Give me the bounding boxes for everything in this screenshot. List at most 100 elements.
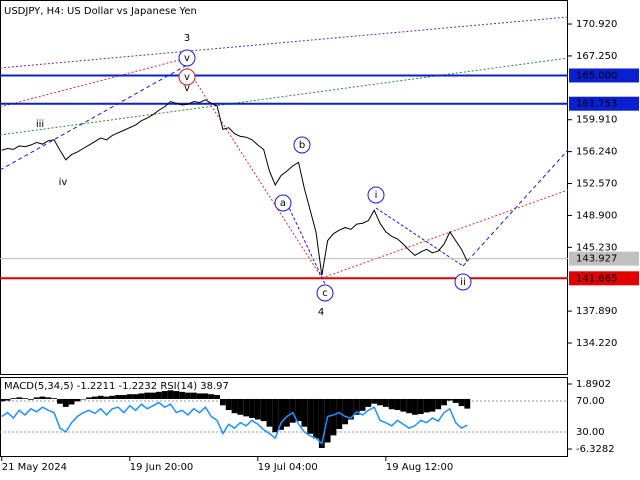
macd-bar [109,395,116,399]
macd-bar [150,392,156,399]
macd-bar [161,391,168,399]
macd-bar [377,398,383,406]
y-tick-label: 137.890 [576,306,617,317]
macd-bar [179,391,186,399]
macd-bar [225,398,232,411]
trend-lines [0,16,569,285]
y-tick-label: 145.230 [576,242,617,253]
macd-bar [318,398,325,449]
wave-label: b [299,140,305,151]
wave-circle [367,186,385,204]
chart-title: USDJPY, H4: US Dollar vs Japanese Yen [4,6,197,17]
macd-bar [278,398,284,430]
macd-bar [167,390,174,399]
wave-label: ii [460,277,466,288]
wave-circle [316,284,334,302]
macd-bar [254,398,261,420]
macd-bar [324,398,331,443]
macd-bar [91,396,98,399]
y-tick-label: -6.3282 [576,444,615,455]
macd-bar [0,398,5,402]
trend-line [0,57,188,108]
wave-circle [274,194,292,212]
wave-label: 3 [184,33,190,44]
macd-bar [208,394,215,399]
macd-bar [272,398,279,433]
macd-bar [394,398,401,411]
level-label: 165.000 [576,70,617,81]
level-label: 141.665 [576,273,617,284]
macd-bar [400,398,407,412]
wave-label: v [184,83,190,94]
x-tick-label: 21 May 2024 [2,462,67,473]
wave-label: iii [36,119,44,130]
macd-bar [284,398,290,427]
trend-line [0,16,569,69]
wave-circle [293,136,311,154]
macd-bar [62,398,69,407]
macd-bar [260,398,267,422]
y-tick-label: 167.250 [576,51,617,62]
wave-label: v [184,72,190,83]
macd-bar [406,398,413,414]
wave-line [375,207,464,267]
level-label: 143.927 [576,254,617,265]
rsi-line [1,401,468,446]
y-tick-label: 159.910 [576,115,617,126]
macd-bar [22,398,28,399]
trend-line [0,57,569,136]
macd-bar [446,398,453,401]
y-tick-label: 134.220 [576,338,617,349]
macd-bar [342,398,349,425]
macd-bar [313,398,319,439]
indicator-frame [0,377,568,457]
wave-line [186,67,323,279]
y2-tick-label: 30.00 [576,427,605,438]
level-label: 161.753 [576,99,617,110]
trend-line [0,64,188,171]
wave-circle [454,273,472,291]
level-label-box [569,251,639,266]
macd-bar [196,393,203,399]
macd-bar [452,398,459,403]
macd-bar [68,398,75,405]
macd-bar [417,398,424,414]
level-label-box [569,68,639,83]
macd-bar [115,395,122,399]
macd-bar [4,398,11,401]
macd-bar [435,398,442,410]
y-tick-label: 148.900 [576,210,617,221]
wave-label: v [184,53,190,64]
macd-bar [57,398,63,404]
macd-bar [190,392,197,399]
macd-bar [138,393,145,399]
wave-label: iv [59,177,68,188]
macd-bar [295,398,302,422]
y-tick-label: 156.240 [576,147,617,158]
wave-circle [178,49,196,67]
macd-bar [74,398,81,402]
x-tick-label: 19 Jun 20:00 [130,462,194,473]
macd-bar [336,398,343,430]
wave-label: c [322,288,328,299]
macd-bar [307,398,314,434]
y-tick-label: 152.570 [576,179,617,190]
x-tick-label: 19 Aug 12:00 [386,462,453,473]
macd-bar [33,397,40,399]
wave-line [321,189,569,279]
macd-bar [97,395,104,399]
macd-bar [155,391,162,399]
macd-bar [231,398,238,414]
y-tick-label: 170.920 [576,19,617,30]
indicator-title: MACD(5,34,5) -1.2211 -1.2232 RSI(14) 38.… [4,381,229,392]
macd-bar [388,398,395,410]
macd-bar [10,398,17,399]
macd-bar [330,398,337,436]
macd-bar [45,397,52,399]
macd-bar [464,398,471,409]
macd-bar [173,391,180,399]
macd-bar [103,396,110,399]
macd-bar [382,398,389,407]
macd-bar [16,397,23,399]
